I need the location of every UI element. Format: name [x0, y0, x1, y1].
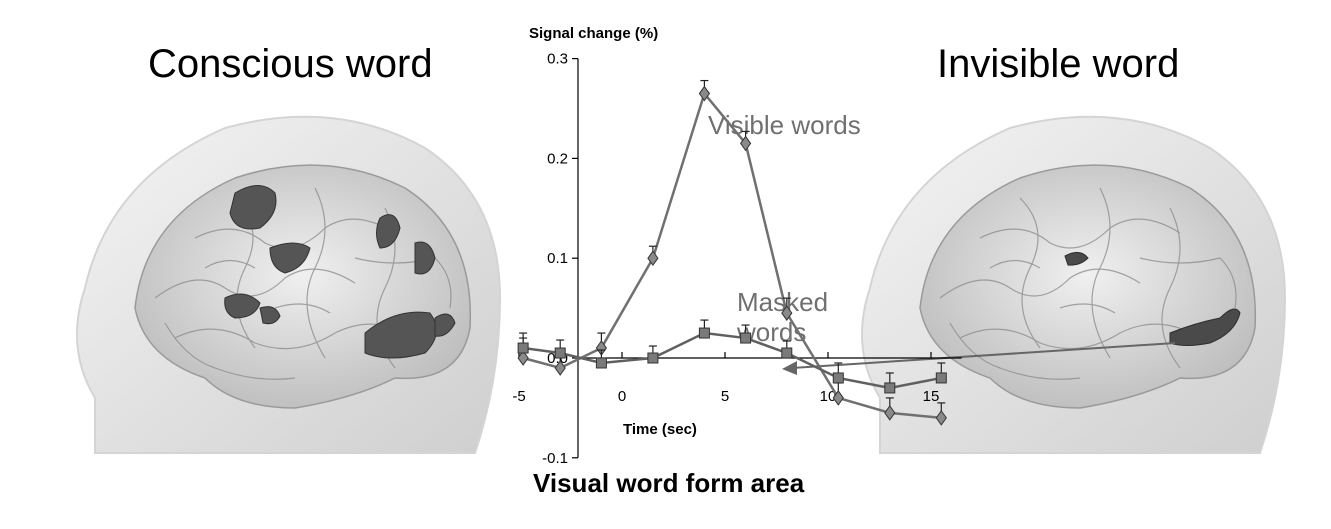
right-panel-title: Invisible word: [937, 42, 1180, 86]
left-panel-title: Conscious word: [148, 42, 433, 86]
visible-words-point: [781, 305, 793, 321]
visible-words-point: [698, 85, 711, 102]
y-tick-label: -0.1: [542, 450, 568, 467]
visible-words-point: [517, 350, 529, 366]
invisible-brain-image: [861, 115, 1287, 454]
arrow-line: [791, 342, 1176, 369]
masked-words-point: [647, 352, 659, 364]
arrow-head: [782, 361, 797, 375]
x-tick-label: 0: [618, 388, 626, 405]
visible-words-point: [884, 405, 896, 421]
x-tick-label: 5: [721, 388, 729, 405]
masked-words-point: [517, 342, 529, 354]
visible-words-point: [739, 135, 752, 152]
legend-visible-words: Visible words: [708, 110, 861, 140]
masked-words-point: [832, 372, 844, 384]
x-tick-label: -5: [512, 388, 525, 405]
masked-words-point: [595, 357, 607, 369]
visible-words-line: [522, 90, 942, 420]
visible-words-point: [832, 390, 844, 406]
visible-words-point: [935, 410, 947, 426]
masked-words-point: [740, 332, 752, 344]
masked-words-point: [554, 347, 566, 359]
y-axis-label: Signal change (%): [529, 25, 658, 42]
figure-caption: Visual word form area: [533, 468, 805, 498]
x-axis-label: Time (sec): [623, 421, 697, 438]
x-tick-label: 10: [820, 388, 837, 405]
masked-words-point: [698, 327, 710, 339]
visible-words-point: [647, 250, 659, 267]
y-tick-label: 0.1: [547, 250, 568, 267]
masked-words-line: [522, 331, 942, 390]
visible-words-point: [554, 360, 566, 376]
masked-words-point: [884, 382, 896, 394]
x-tick-label: 15: [923, 388, 940, 405]
masked-words-point: [935, 372, 947, 384]
masked-words-point: [781, 347, 793, 359]
conscious-brain-image: [76, 115, 502, 454]
y-tick-label: 0.3: [547, 51, 568, 68]
y-tick-label: 0.2: [547, 150, 568, 167]
